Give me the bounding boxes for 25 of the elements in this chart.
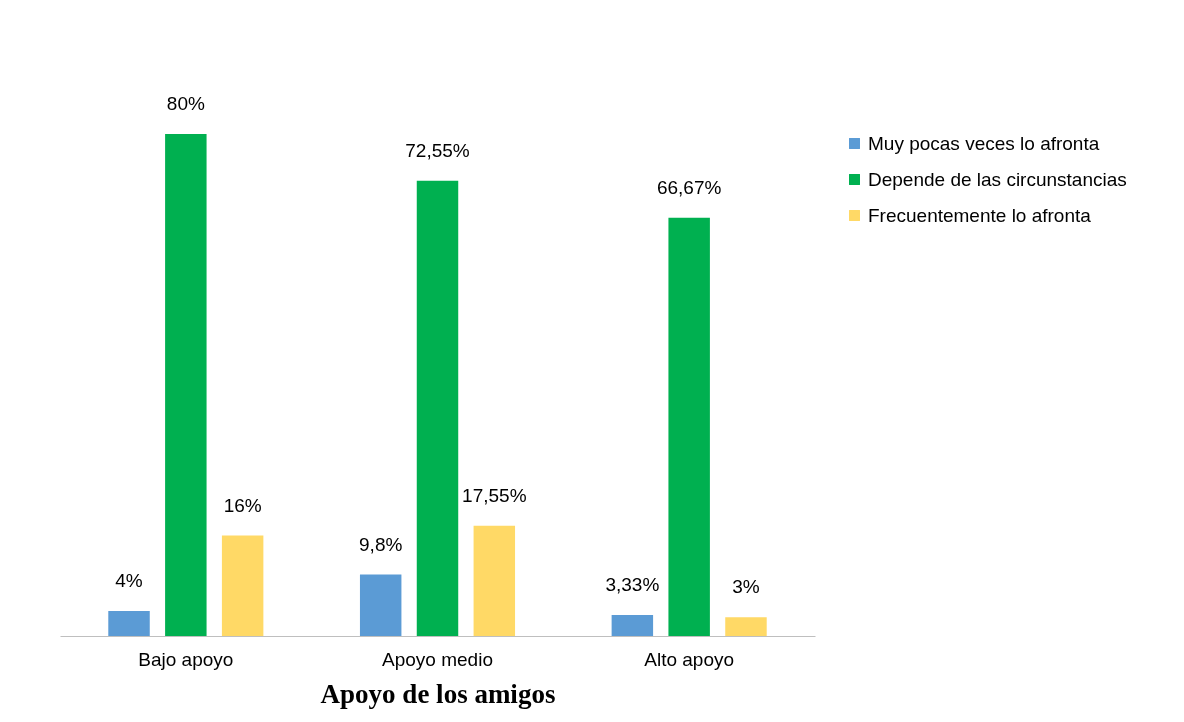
bar [221,535,264,636]
data-label: 16% [223,494,262,516]
legend-label: Depende de las circunstancias [868,168,1127,190]
x-axis-title: Apoyo de los amigos [320,678,556,709]
bar [416,180,459,636]
x-tick-label: Apoyo medio [382,648,493,670]
legend-label: Muy pocas veces lo afronta [868,132,1100,154]
bar [668,217,710,636]
x-tick-label: Bajo apoyo [138,648,234,670]
data-label: 3% [732,576,760,598]
legend-label: Frecuentemente lo afronta [868,204,1092,226]
data-label: 17,55% [462,484,527,506]
data-label: 66,67% [656,176,722,198]
bar [473,525,516,636]
bar [725,617,767,636]
data-label: 72,55% [405,139,470,161]
bar [359,574,402,636]
bar [165,134,207,636]
bar [611,615,654,636]
data-label: 3,33% [605,574,660,596]
x-tick-label: Alto apoyo [644,648,735,670]
data-label: 4% [115,569,143,591]
bar [108,610,150,636]
data-label: 9,8% [359,533,403,555]
data-label: 80% [166,93,205,114]
